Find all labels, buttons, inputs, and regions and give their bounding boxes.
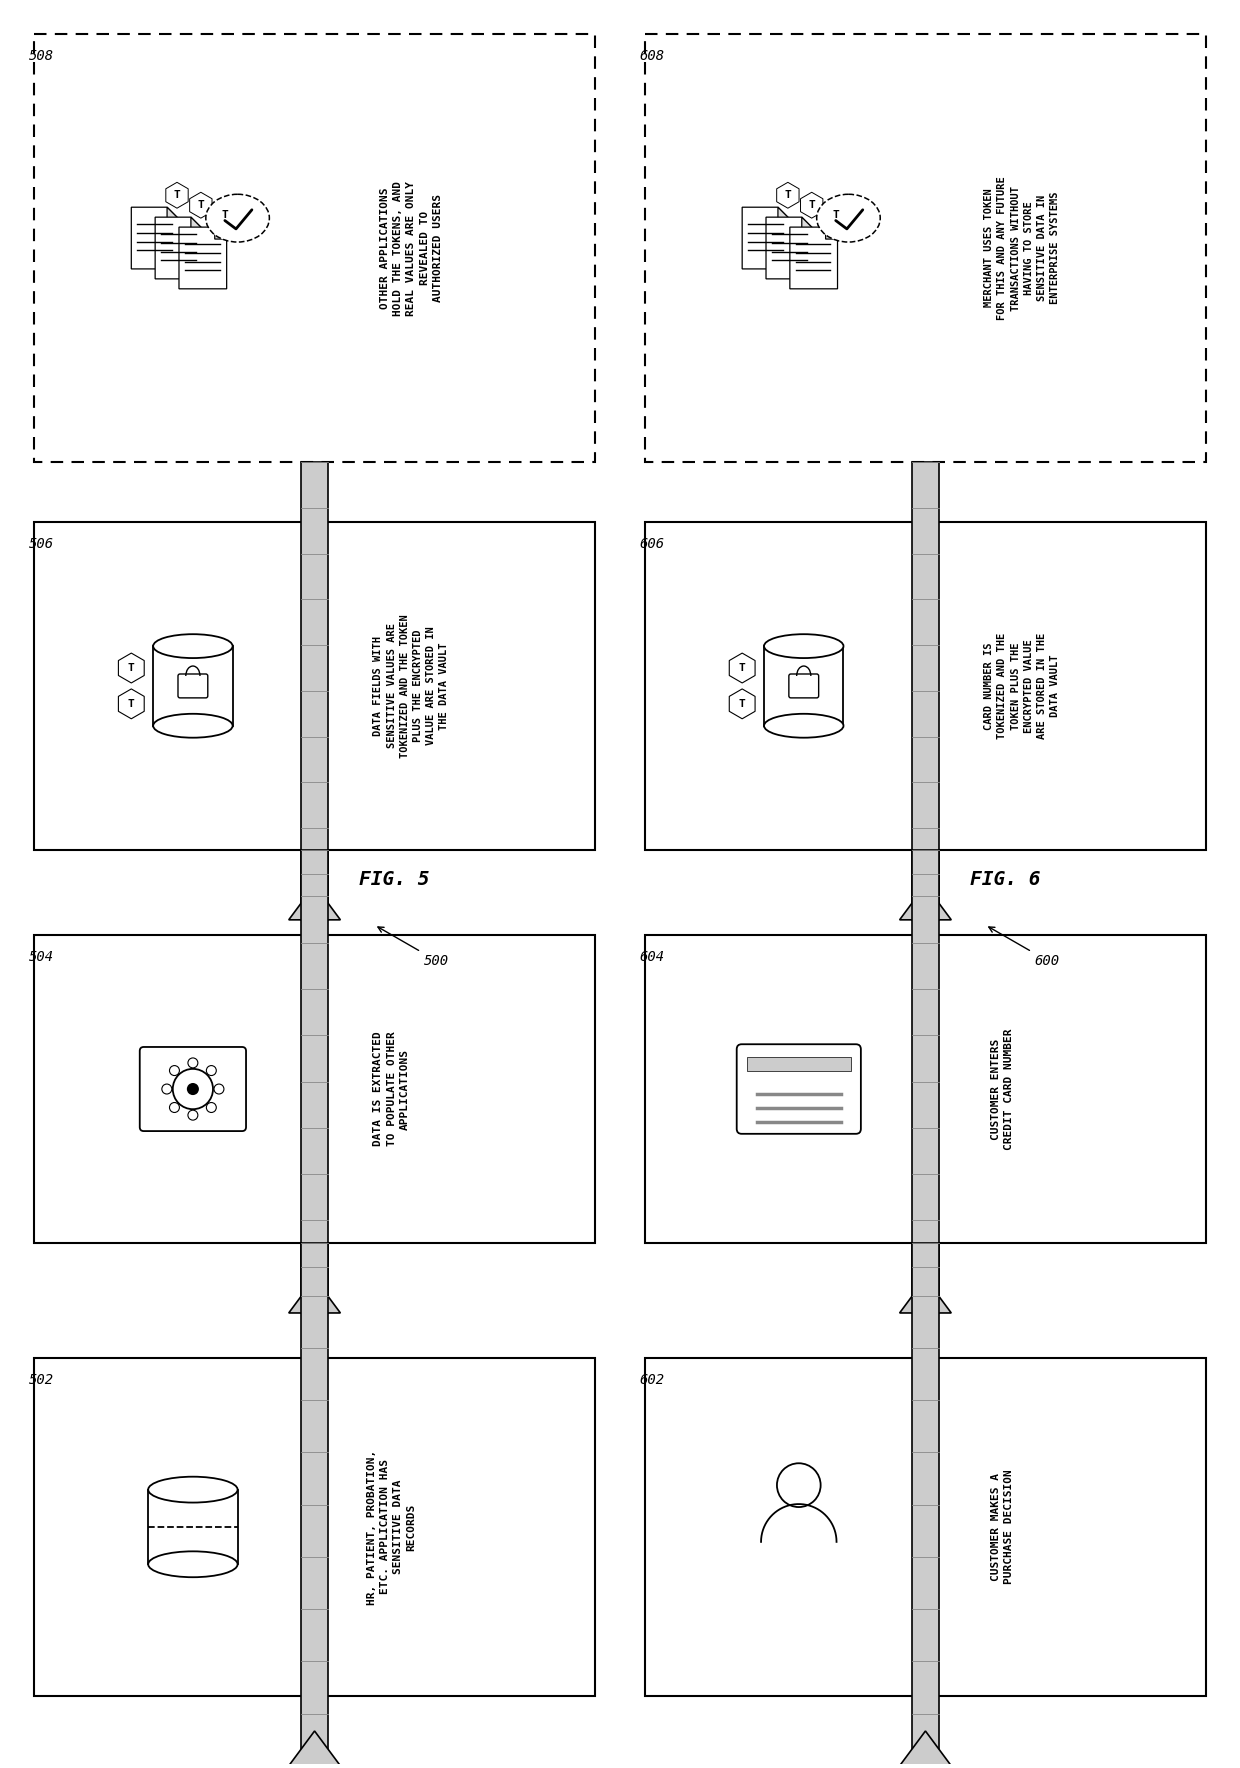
Text: FIG. 6: FIG. 6 (970, 870, 1040, 889)
Polygon shape (118, 652, 144, 682)
Text: T: T (128, 698, 135, 709)
Polygon shape (776, 182, 799, 209)
Polygon shape (190, 193, 212, 217)
Polygon shape (289, 1278, 341, 1314)
Text: OTHER APPLICATIONS
HOLD THE TOKENS, AND
REAL VALUES ARE ONLY
REVEALED TO
AUTHORI: OTHER APPLICATIONS HOLD THE TOKENS, AND … (379, 180, 443, 315)
Polygon shape (911, 461, 940, 919)
Text: DATA FIELDS WITH
SENSITIVE VALUES ARE
TOKENIZED AND THE TOKEN
PLUS THE ENCRYPTED: DATA FIELDS WITH SENSITIVE VALUES ARE TO… (373, 613, 449, 758)
Polygon shape (131, 207, 179, 269)
Text: 600: 600 (988, 926, 1060, 967)
Polygon shape (790, 226, 837, 288)
Polygon shape (899, 1278, 951, 1314)
Text: CUSTOMER ENTERS
CREDIT CARD NUMBER: CUSTOMER ENTERS CREDIT CARD NUMBER (991, 1029, 1014, 1149)
Circle shape (170, 1103, 180, 1112)
Circle shape (162, 1084, 172, 1094)
Bar (33, 522, 595, 850)
FancyBboxPatch shape (789, 674, 818, 698)
Text: T: T (197, 200, 205, 210)
Text: 608: 608 (640, 50, 665, 64)
Polygon shape (179, 226, 227, 288)
Bar (33, 34, 595, 461)
Text: T: T (128, 663, 135, 674)
Ellipse shape (154, 635, 233, 658)
Text: T: T (221, 210, 228, 221)
Text: MERCHANT USES TOKEN
FOR THIS AND ANY FUTURE
TRANSACTIONS WITHOUT
HAVING TO STORE: MERCHANT USES TOKEN FOR THIS AND ANY FUT… (985, 177, 1060, 320)
Text: CARD NUMBER IS
TOKENIZED AND THE
TOKEN PLUS THE
ENCRYPTED VALUE
ARE STORED IN TH: CARD NUMBER IS TOKENIZED AND THE TOKEN P… (985, 633, 1060, 739)
Bar (746, 1057, 851, 1071)
Polygon shape (166, 182, 188, 209)
Circle shape (206, 1103, 216, 1112)
Text: T: T (739, 663, 745, 674)
Text: 502: 502 (29, 1372, 55, 1386)
Text: T: T (808, 200, 815, 210)
Ellipse shape (206, 194, 269, 242)
Text: 606: 606 (640, 537, 665, 550)
Ellipse shape (764, 714, 843, 737)
Text: 500: 500 (378, 926, 449, 967)
Bar (33, 1358, 595, 1696)
Ellipse shape (149, 1551, 238, 1577)
Bar (33, 935, 595, 1243)
Text: DATA IS EXTRACTED
TO POPULATE OTHER
APPLICATIONS: DATA IS EXTRACTED TO POPULATE OTHER APPL… (373, 1033, 409, 1146)
Circle shape (215, 1084, 224, 1094)
Polygon shape (911, 1243, 940, 1766)
Text: 504: 504 (29, 949, 55, 964)
Polygon shape (300, 850, 329, 1314)
Polygon shape (215, 226, 227, 239)
Polygon shape (911, 850, 940, 1314)
Text: 508: 508 (29, 50, 55, 64)
Text: T: T (832, 210, 839, 221)
Ellipse shape (149, 1476, 238, 1503)
Bar (154, 645, 233, 725)
Polygon shape (289, 1731, 341, 1766)
Bar (645, 935, 1207, 1243)
Polygon shape (155, 217, 203, 279)
Polygon shape (167, 207, 179, 219)
Polygon shape (300, 461, 329, 919)
Polygon shape (825, 202, 847, 228)
Polygon shape (777, 207, 790, 219)
Text: T: T (174, 191, 180, 200)
Text: CUSTOMER MAKES A
PURCHASE DECISION: CUSTOMER MAKES A PURCHASE DECISION (991, 1469, 1014, 1584)
Polygon shape (766, 217, 813, 279)
Circle shape (188, 1110, 198, 1121)
Text: T: T (739, 698, 745, 709)
Bar (645, 34, 1207, 461)
Text: T: T (785, 191, 791, 200)
Bar (645, 1358, 1207, 1696)
Circle shape (187, 1084, 198, 1094)
Polygon shape (802, 217, 813, 230)
Polygon shape (191, 217, 203, 230)
Text: 604: 604 (640, 949, 665, 964)
Polygon shape (729, 652, 755, 682)
Text: 602: 602 (640, 1372, 665, 1386)
Polygon shape (118, 690, 144, 720)
Text: FIG. 5: FIG. 5 (358, 870, 429, 889)
Ellipse shape (154, 714, 233, 737)
Circle shape (170, 1066, 180, 1075)
Polygon shape (899, 1731, 951, 1766)
Ellipse shape (764, 635, 843, 658)
FancyBboxPatch shape (140, 1047, 246, 1132)
FancyBboxPatch shape (179, 674, 208, 698)
Polygon shape (289, 886, 341, 919)
Polygon shape (213, 202, 236, 228)
Bar (764, 645, 843, 725)
Polygon shape (899, 886, 951, 919)
Bar (149, 1490, 238, 1565)
Circle shape (188, 1057, 198, 1068)
Ellipse shape (817, 194, 880, 242)
Polygon shape (801, 193, 823, 217)
Polygon shape (729, 690, 755, 720)
FancyBboxPatch shape (737, 1045, 861, 1133)
Bar (645, 522, 1207, 850)
Polygon shape (300, 1243, 329, 1766)
Text: 506: 506 (29, 537, 55, 550)
Circle shape (206, 1066, 216, 1075)
Text: HR, PATIENT, PROBATION,
ETC. APPLICATION HAS
SENSITIVE DATA
RECORDS: HR, PATIENT, PROBATION, ETC. APPLICATION… (367, 1450, 417, 1605)
Polygon shape (826, 226, 837, 239)
Polygon shape (743, 207, 790, 269)
